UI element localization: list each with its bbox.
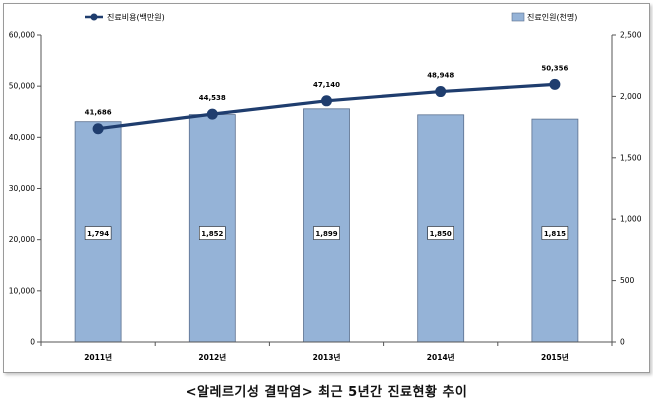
line-data-label: 50,356 [541,64,568,72]
left-tick-label: 10,000 [9,286,35,295]
line-data-label: 41,686 [85,109,112,117]
line-data-label: 48,948 [427,72,454,80]
x-tick-label: 2013년 [313,352,341,362]
left-tick-label: 30,000 [9,184,35,193]
line-point [549,78,561,90]
chart-caption: <알레르기성 결막염> 최근 5년간 진료현황 추이 [185,385,468,400]
right-tick-label: 2,500 [620,31,642,40]
left-tick-label: 20,000 [9,235,35,244]
x-tick-label: 2012년 [198,352,226,362]
bar-data-label-box [84,226,112,240]
right-tick-label: 500 [620,276,635,285]
left-tick-label: 0 [30,338,35,347]
legend-line-label: 진료비용(백만원) [107,12,165,22]
bar-data-label: 1,899 [315,230,337,238]
legend-line-marker [90,13,98,21]
line-point [206,108,218,120]
line-data-label: 47,140 [313,81,340,89]
x-tick-label: 2011년 [84,352,112,362]
line-point [435,86,447,98]
line-data-label: 44,538 [199,94,226,102]
bar-data-label: 1,815 [544,230,566,238]
bar-data-label: 1,794 [87,230,109,238]
right-tick-label: 1,500 [620,153,642,162]
bar-data-label-box [199,226,226,240]
line-point [92,123,104,135]
right-tick-label: 0 [620,338,625,347]
bar-data-label-box [427,226,454,240]
bar-data-label-box [541,226,569,240]
right-tick-label: 2,000 [620,92,642,101]
legend-bar-label: 진료인원(천명) [527,12,577,22]
legend-bar-swatch [511,12,525,22]
left-tick-label: 60,000 [9,31,35,40]
right-tick-label: 1,000 [620,215,642,224]
x-tick-label: 2014년 [427,352,455,362]
left-tick-label: 40,000 [9,133,35,142]
bar-data-label: 1,852 [201,230,223,238]
left-tick-label: 50,000 [9,82,35,91]
bar-data-label-box [313,226,340,240]
x-tick-label: 2015년 [541,352,569,362]
bar [303,108,350,343]
combo-chart: 1,794 1,852 1,899 1,850 1,815 0 10,000 20,000 30… [9,12,642,362]
bar-data-label: 1,850 [430,230,452,238]
line-point [321,95,332,107]
